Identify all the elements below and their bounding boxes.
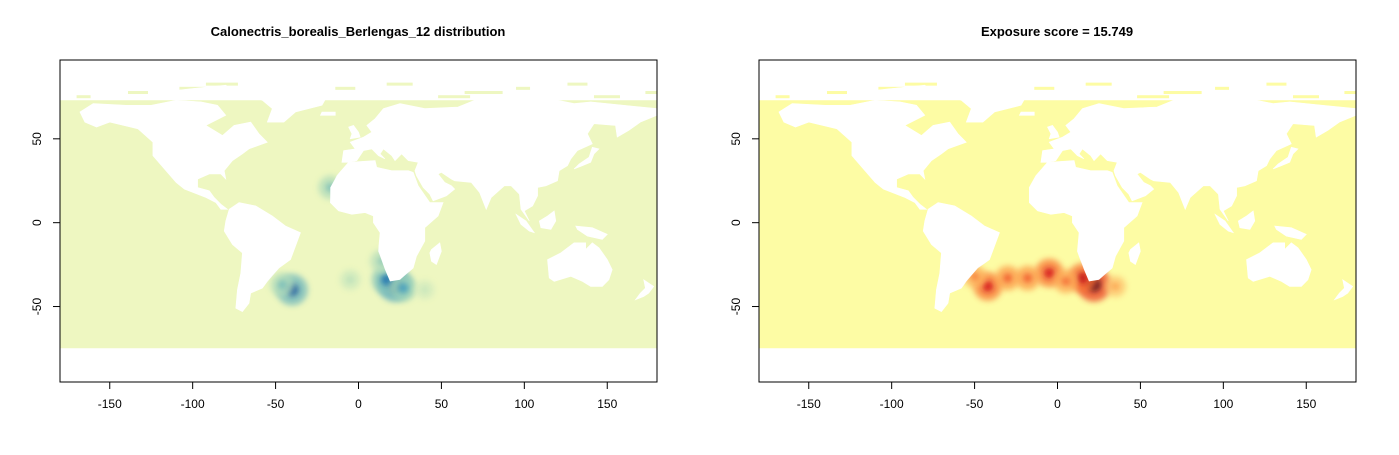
left-x-axis: -150 -100 -50 0 50 100 150 xyxy=(98,381,618,411)
left-x-tick-label: -150 xyxy=(98,397,122,411)
left-arctic-cell xyxy=(645,91,657,95)
left-coast-mask xyxy=(516,214,535,233)
right-coast-mask xyxy=(861,85,939,99)
right-arctic-cell xyxy=(1034,86,1055,90)
right-hotspot-core xyxy=(1043,267,1055,279)
right-arctic-cell xyxy=(1344,91,1356,95)
left-coast-mask xyxy=(330,160,444,282)
left-arctic-cell xyxy=(76,95,91,99)
left-coast-mask xyxy=(242,83,329,123)
left-arctic-cell xyxy=(438,95,471,99)
right-arctic-cell xyxy=(1163,91,1202,95)
left-x-tick-label: 100 xyxy=(514,397,534,411)
left-y-tick-label: -50 xyxy=(30,298,44,316)
right-x-tick-label: -50 xyxy=(966,397,984,411)
left-y-tick-label: 50 xyxy=(30,132,44,146)
left-coast-mask xyxy=(348,125,361,139)
right-arctic-cell xyxy=(1137,95,1170,99)
right-coast-mask xyxy=(941,83,1028,123)
right-hotspot-core xyxy=(1061,277,1071,286)
right-x-tick-label: -150 xyxy=(797,397,821,411)
right-coast-mask xyxy=(1246,242,1312,287)
left-coast-mask xyxy=(60,348,657,374)
right-coast-mask xyxy=(1273,147,1298,169)
left-arctic-cell xyxy=(516,86,531,90)
right-arctic-cell xyxy=(826,91,847,95)
left-arctic-cell xyxy=(386,82,413,86)
right-hotspot-core xyxy=(1023,273,1033,283)
left-coast-mask xyxy=(162,85,240,99)
right-hotspot-core xyxy=(1003,273,1013,283)
left-y-tick-label: 0 xyxy=(30,219,44,226)
right-y-tick-label: 0 xyxy=(729,219,743,226)
left-x-tick-label: 150 xyxy=(597,397,617,411)
right-hotspot-core xyxy=(982,280,994,292)
right-x-axis: -150 -100 -50 0 50 100 150 xyxy=(797,381,1317,411)
right-hotspot-core xyxy=(1076,272,1089,284)
left-arctic-cell xyxy=(593,95,620,99)
left-coast-mask xyxy=(539,210,556,230)
right-arctic-cell xyxy=(1085,82,1112,86)
right-coast-mask xyxy=(1019,112,1035,116)
right-arctic-cell xyxy=(775,95,790,99)
left-arctic-cell xyxy=(464,91,503,95)
right-coast-mask xyxy=(1040,93,1356,221)
left-coast-mask xyxy=(547,242,613,287)
left-coast-mask xyxy=(575,226,608,240)
right-x-tick-label: 100 xyxy=(1213,397,1233,411)
right-hotspot-layer xyxy=(759,83,1356,374)
right-y-tick-label: -50 xyxy=(729,298,743,316)
left-x-tick-label: -100 xyxy=(181,397,205,411)
right-arctic-cell xyxy=(1292,95,1319,99)
left-hotspot-layer xyxy=(60,83,657,374)
right-coast-mask xyxy=(778,100,967,210)
left-coast-mask xyxy=(635,279,654,300)
left-hotspot-core xyxy=(421,286,428,293)
left-chart-title: Calonectris_borealis_Berlengas_12 distri… xyxy=(211,24,506,39)
right-arctic-cell xyxy=(1266,82,1287,86)
right-coast-mask xyxy=(1334,279,1353,300)
left-arctic-cell xyxy=(335,86,356,90)
right-coast-mask xyxy=(1128,242,1141,265)
right-coast-mask xyxy=(1238,210,1255,230)
left-arctic-cell xyxy=(127,91,148,95)
left-coast-mask xyxy=(224,202,301,312)
left-arctic-cell xyxy=(567,82,588,86)
left-coast-mask xyxy=(574,147,599,169)
left-y-axis: -50 0 50 xyxy=(30,132,61,316)
right-coast-mask xyxy=(1274,226,1307,240)
right-x-tick-label: 0 xyxy=(1054,397,1061,411)
right-panel: Exposure score = 15.749 -150 -100 -50 0 50 10… xyxy=(729,24,1357,411)
right-x-tick-label: 50 xyxy=(1134,397,1148,411)
left-hotspot-core xyxy=(346,276,354,283)
right-x-tick-label: 150 xyxy=(1296,397,1316,411)
right-y-tick-label: 50 xyxy=(729,132,743,146)
right-arctic-cell xyxy=(904,82,937,86)
left-coast-mask xyxy=(79,100,268,210)
right-coast-mask xyxy=(1029,160,1143,282)
right-hotspot-core xyxy=(970,272,979,281)
left-coast-mask xyxy=(429,242,442,265)
left-x-tick-label: -50 xyxy=(267,397,285,411)
right-arctic-cell xyxy=(1215,86,1230,90)
right-coast-mask xyxy=(1047,125,1060,139)
right-y-axis: -50 0 50 xyxy=(729,132,760,316)
right-x-tick-label: -100 xyxy=(880,397,904,411)
right-hotspot-core xyxy=(1112,282,1120,290)
right-chart-title: Exposure score = 15.749 xyxy=(981,24,1133,39)
left-arctic-cell xyxy=(205,82,238,86)
left-x-tick-label: 0 xyxy=(355,397,362,411)
left-hotspot-core xyxy=(398,283,409,294)
right-coast-mask xyxy=(759,348,1356,374)
right-coast-mask xyxy=(1215,214,1234,233)
right-coast-mask xyxy=(923,202,1000,312)
left-x-tick-label: 50 xyxy=(435,397,449,411)
left-hotspot-core xyxy=(277,280,287,289)
left-coast-mask xyxy=(320,112,336,116)
left-panel: Calonectris_borealis_Berlengas_12 distri… xyxy=(30,24,658,411)
left-coast-mask xyxy=(341,93,657,221)
